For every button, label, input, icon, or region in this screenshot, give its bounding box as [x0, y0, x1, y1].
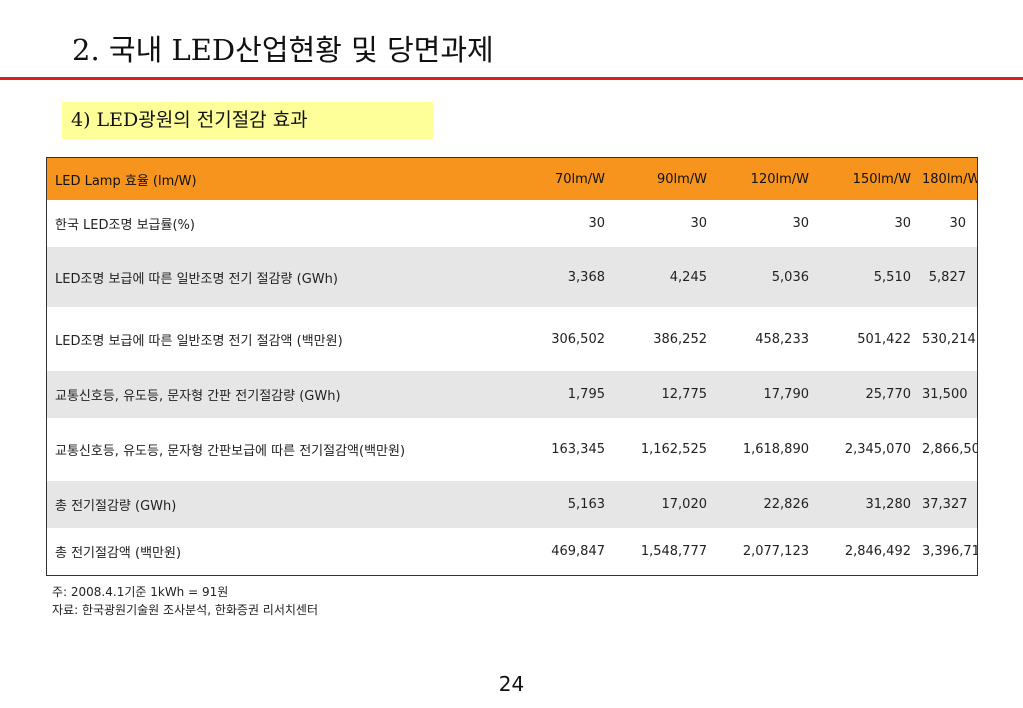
table-cell: 458,233	[718, 307, 820, 371]
table-row: LED조명 보급에 따른 일반조명 전기 절감액 (백만원) 306,502 3…	[47, 307, 977, 371]
table-cell: 3,368	[501, 247, 616, 307]
table-cell: 386,252	[616, 307, 718, 371]
table-cell: 30	[616, 200, 718, 247]
page-title: 2. 국내 LED산업현황 및 당면과제	[72, 33, 494, 67]
table-notes: 주: 2008.4.1기준 1kWh = 91원 자료: 한국광원기술원 조사분…	[52, 583, 318, 619]
section-subtitle: 4) LED광원의 전기절감 효과	[62, 102, 433, 139]
table-cell: 31,280	[820, 481, 922, 528]
table-cell: 17,790	[718, 371, 820, 418]
header-cell-efficiency: LED Lamp 효율 (lm/W)	[47, 158, 501, 200]
table-cell: 30	[718, 200, 820, 247]
table-cell: 12,775	[616, 371, 718, 418]
table-cell: 2,866,500	[922, 418, 977, 481]
savings-table: LED Lamp 효율 (lm/W) 70lm/W 90lm/W 120lm/W…	[46, 157, 978, 576]
table-cell: 25,770	[820, 371, 922, 418]
table-cell: 469,847	[501, 528, 616, 575]
table-cell: 5,163	[501, 481, 616, 528]
table-cell: 5,510	[820, 247, 922, 307]
page-number: 24	[498, 672, 525, 696]
table-cell: 501,422	[820, 307, 922, 371]
table-cell: 1,162,525	[616, 418, 718, 481]
row-label: 총 전기절감액 (백만원)	[47, 528, 501, 575]
table-cell: 30	[501, 200, 616, 247]
table-cell: 5,827	[922, 247, 977, 307]
table-cell: 3,396,714	[922, 528, 977, 575]
table-cell: 2,077,123	[718, 528, 820, 575]
row-label: 총 전기절감량 (GWh)	[47, 481, 501, 528]
row-label: 교통신호등, 유도등, 문자형 간판 전기절감량 (GWh)	[47, 371, 501, 418]
table-cell: 5,036	[718, 247, 820, 307]
table-cell: 17,020	[616, 481, 718, 528]
row-label: LED조명 보급에 따른 일반조명 전기 절감량 (GWh)	[47, 247, 501, 307]
header-cell-120: 120lm/W	[718, 158, 820, 200]
table-cell: 306,502	[501, 307, 616, 371]
title-divider	[0, 77, 1023, 80]
table-cell: 2,846,492	[820, 528, 922, 575]
table-cell: 4,245	[616, 247, 718, 307]
row-label: LED조명 보급에 따른 일반조명 전기 절감액 (백만원)	[47, 307, 501, 371]
header-cell-180: 180lm/W	[922, 158, 977, 200]
row-label: 한국 LED조명 보급률(%)	[47, 200, 501, 247]
table-row: 교통신호등, 유도등, 문자형 간판 전기절감량 (GWh) 1,795 12,…	[47, 371, 977, 418]
table-row: 총 전기절감량 (GWh) 5,163 17,020 22,826 31,280…	[47, 481, 977, 528]
header-cell-150: 150lm/W	[820, 158, 922, 200]
table-row: 교통신호등, 유도등, 문자형 간판보급에 따른 전기절감액(백만원) 163,…	[47, 418, 977, 481]
row-label: 교통신호등, 유도등, 문자형 간판보급에 따른 전기절감액(백만원)	[47, 418, 501, 481]
table-cell: 163,345	[501, 418, 616, 481]
table-cell: 30	[922, 200, 977, 247]
table-header-row: LED Lamp 효율 (lm/W) 70lm/W 90lm/W 120lm/W…	[47, 158, 977, 200]
table-cell: 31,500	[922, 371, 977, 418]
table-cell: 1,618,890	[718, 418, 820, 481]
table-cell: 1,548,777	[616, 528, 718, 575]
table-row: 총 전기절감액 (백만원) 469,847 1,548,777 2,077,12…	[47, 528, 977, 575]
table-cell: 1,795	[501, 371, 616, 418]
source-note: 자료: 한국광원기술원 조사분석, 한화증권 리서치센터	[52, 603, 318, 617]
table-cell: 2,345,070	[820, 418, 922, 481]
table-cell: 37,327	[922, 481, 977, 528]
table-cell: 530,214	[922, 307, 977, 371]
footnote: 주: 2008.4.1기준 1kWh = 91원	[52, 585, 229, 599]
table-row: LED조명 보급에 따른 일반조명 전기 절감량 (GWh) 3,368 4,2…	[47, 247, 977, 307]
header-cell-70: 70lm/W	[501, 158, 616, 200]
table-cell: 22,826	[718, 481, 820, 528]
table-row: 한국 LED조명 보급률(%) 30 30 30 30 30	[47, 200, 977, 247]
table-cell: 30	[820, 200, 922, 247]
header-cell-90: 90lm/W	[616, 158, 718, 200]
